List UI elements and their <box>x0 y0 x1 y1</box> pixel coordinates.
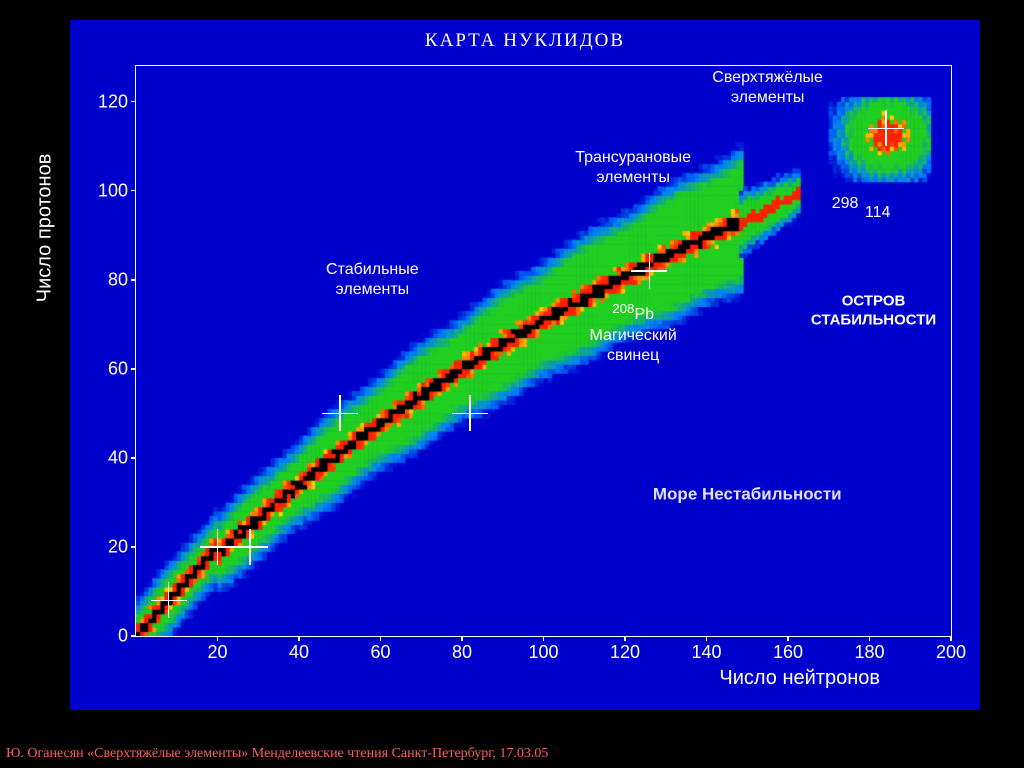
chart-title: КАРТА НУКЛИДОВ <box>425 30 625 52</box>
chart-annotation: Стабильныеэлементы <box>326 260 419 300</box>
chart-annotation: 208PbМагическийсвинец <box>589 301 676 365</box>
chart-annotation: 298 <box>832 194 859 214</box>
y-axis-label: Число протонов <box>34 154 57 303</box>
plot-area: 0204060801001202040608010012014016018020… <box>135 65 952 637</box>
chart-annotation: ОСТРОВСТАБИЛЬНОСТИ <box>811 292 936 330</box>
chart-annotation: Море Нестабильности <box>653 483 842 504</box>
footer-citation: Ю. Оганесян «Сверхтяжёлые элементы» Менд… <box>6 746 548 762</box>
nuclide-chart: КАРТА НУКЛИДОВ Число протонов 0204060801… <box>70 20 980 710</box>
chart-annotation: 114 <box>865 203 891 223</box>
heatmap-canvas <box>136 66 951 636</box>
chart-annotation: Сверхтяжёлыеэлементы <box>712 68 823 108</box>
chart-annotation: Трансурановыеэлементы <box>575 148 691 188</box>
x-axis-label: Число нейтронов <box>719 667 880 690</box>
